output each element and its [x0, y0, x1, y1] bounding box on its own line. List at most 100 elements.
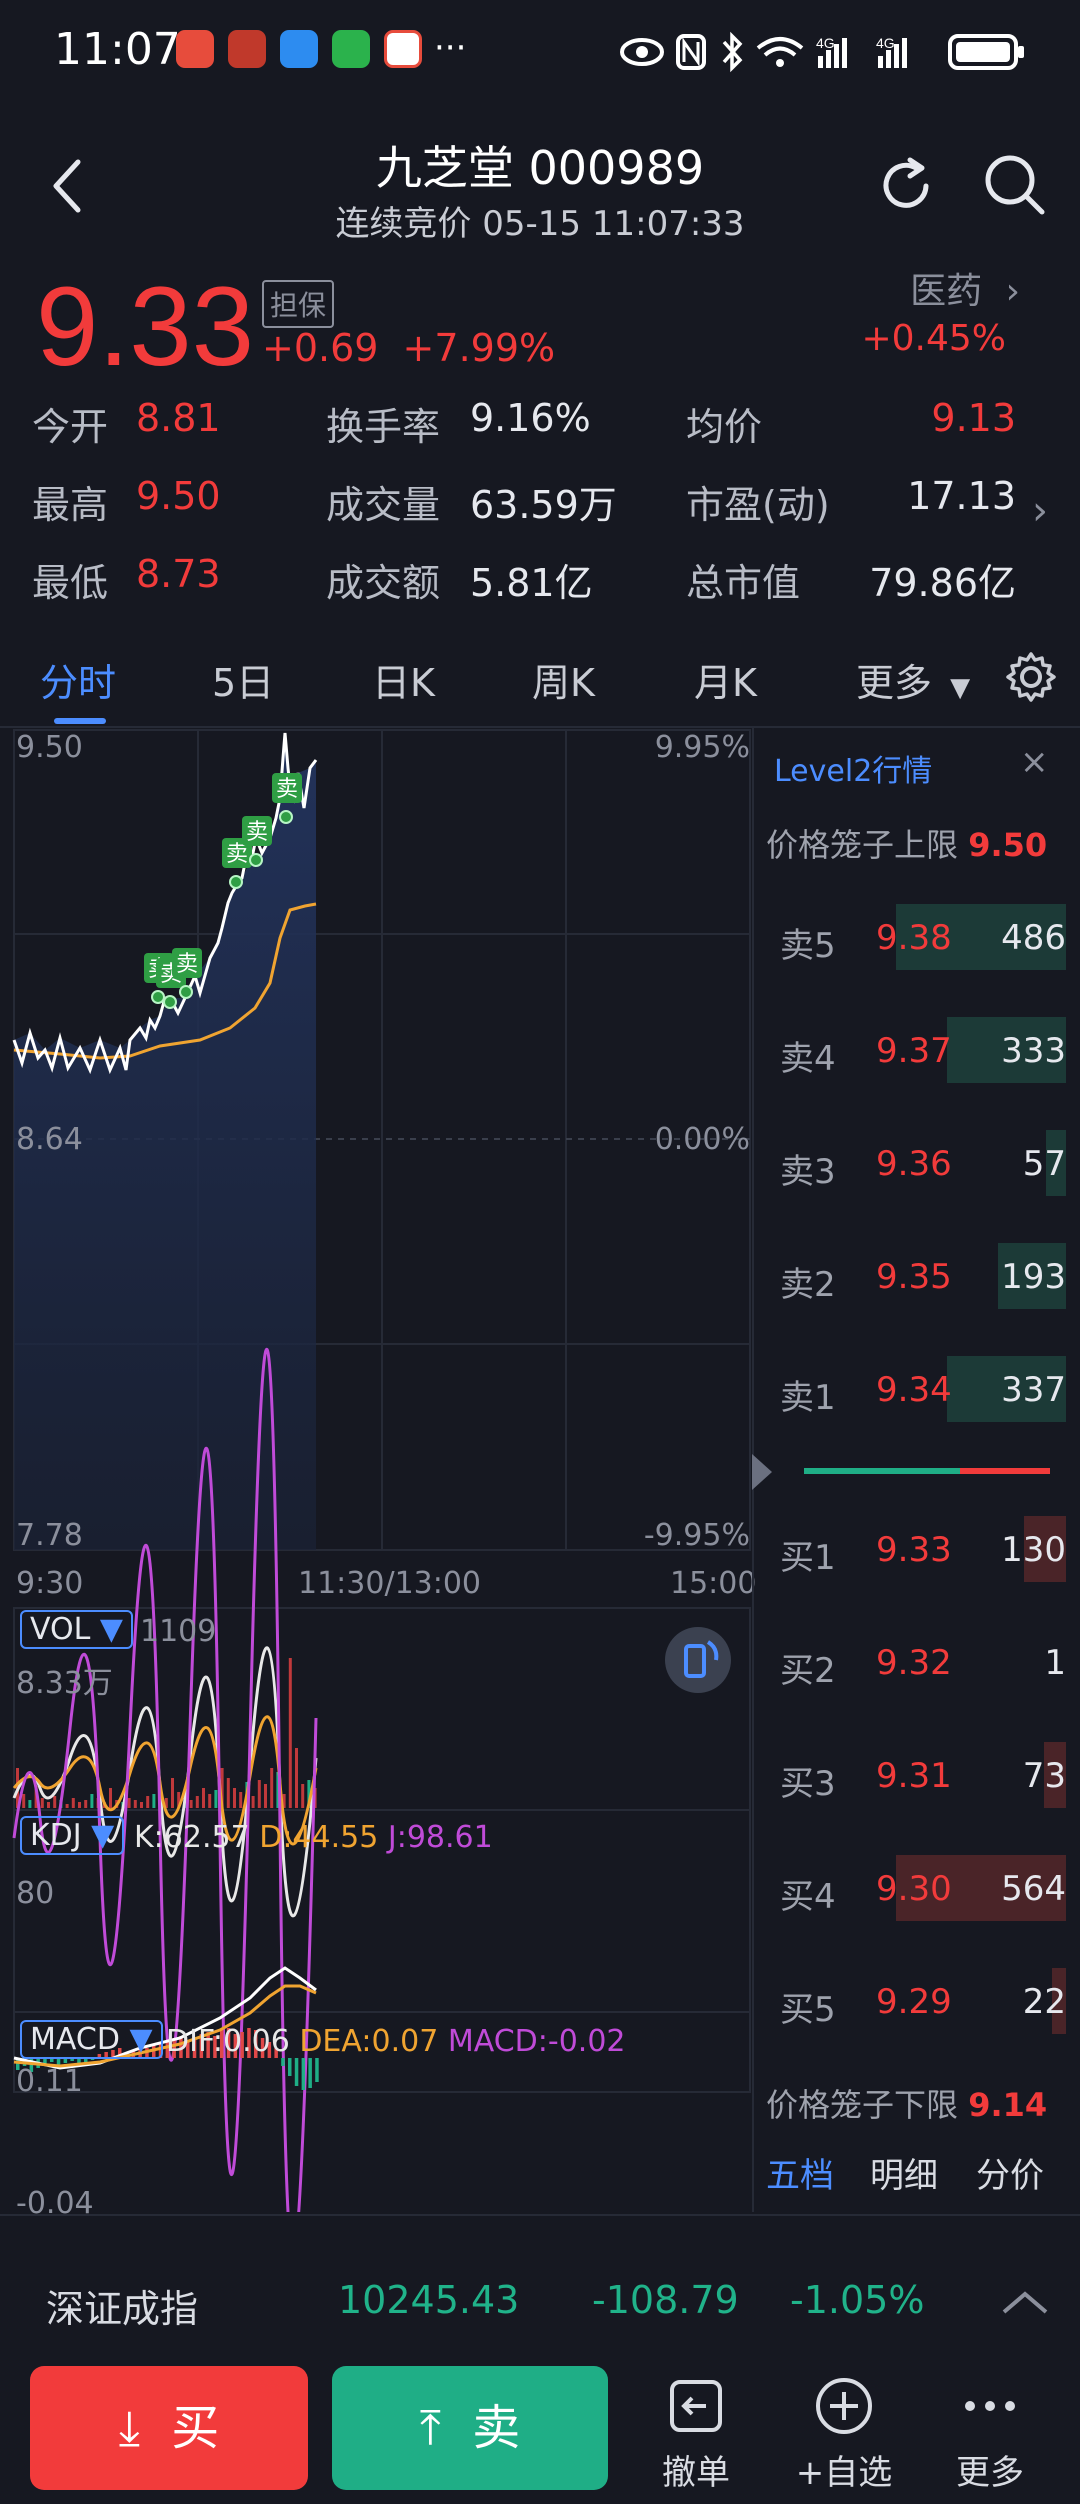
chart-app-icon	[228, 30, 266, 68]
ask-level[interactable]: 卖3 9.36 57	[766, 1130, 1066, 1196]
volume-bar	[202, 1788, 205, 1808]
wifi-icon	[756, 37, 804, 67]
macd-bar	[186, 2040, 190, 2058]
buy-label: 买	[171, 2400, 220, 2456]
tab-intraday[interactable]: 分时	[40, 661, 117, 705]
bid-level[interactable]: 买4 9.30 564	[766, 1855, 1066, 1921]
settings-gear-icon[interactable]	[1004, 650, 1058, 704]
refresh-icon[interactable]	[876, 156, 936, 216]
bid-price: 9.29	[876, 1982, 952, 2022]
bid-volume-bar	[1052, 1968, 1066, 2034]
level2-title: Level2行情	[774, 754, 933, 789]
sp-app-icon	[384, 30, 422, 68]
svg-text:4G: 4G	[876, 35, 895, 51]
sell-marker-label: 卖	[176, 952, 198, 977]
trade-point	[163, 995, 177, 1009]
chevron-up-icon[interactable]	[1000, 2288, 1050, 2318]
pct-axis-mid: 0.00%	[654, 1122, 750, 1157]
rotate-screen-icon[interactable]	[664, 1626, 732, 1694]
ask-name: 卖2	[780, 1265, 836, 1305]
tab-details[interactable]: 明细	[870, 2156, 938, 2196]
time-axis-mid: 11:30/13:00	[298, 1566, 482, 1601]
ask-price: 9.34	[876, 1370, 952, 1410]
trade-markers[interactable]: 卖卖卖卖卖卖	[144, 773, 302, 1009]
volume-bar	[208, 1794, 212, 1808]
macd-bar	[301, 2058, 306, 2090]
more-dots-icon: ···	[434, 28, 467, 68]
sell-arrow-icon: ⤒	[419, 2400, 441, 2456]
ask-vol: 193	[1001, 1257, 1066, 1297]
bid-price: 9.31	[876, 1756, 952, 1796]
bid-level[interactable]: 买3 9.31 73	[766, 1742, 1066, 1808]
tab-monthly-k[interactable]: 月K	[694, 661, 757, 705]
stat-label: 总市值	[686, 561, 801, 605]
macd-bar	[158, 2042, 163, 2058]
index-change: -108.79	[592, 2278, 739, 2322]
macd-bar	[56, 2058, 61, 2066]
ask-level[interactable]: 卖1 9.34 337	[766, 1356, 1066, 1422]
macd-bar	[165, 2040, 170, 2058]
tab-weekly-k[interactable]: 周K	[532, 661, 595, 705]
margin-tag: 担保	[262, 280, 335, 328]
close-icon[interactable]: ×	[1020, 742, 1049, 782]
bid-level[interactable]: 买2 9.32 1	[766, 1629, 1066, 1695]
index-pct: -1.05%	[790, 2278, 925, 2322]
tab-price-distribution[interactable]: 分价	[976, 2156, 1044, 2196]
ask-level[interactable]: 卖4 9.37 333	[766, 1017, 1066, 1083]
macd-indicator-select[interactable]: MACD ▼	[20, 2020, 163, 2059]
bid-volume-bar	[1043, 1742, 1066, 1808]
play-triangle-icon[interactable]	[748, 1450, 808, 1494]
sell-button[interactable]: ⤒ 卖	[332, 2366, 608, 2490]
ask-level[interactable]: 卖2 9.35 193	[766, 1243, 1066, 1309]
ask-level[interactable]: 卖5 9.38 486	[766, 904, 1066, 970]
divider	[0, 726, 1080, 728]
cancel-order-button[interactable]: 撤单	[636, 2376, 756, 2494]
stat-value: 9.50	[136, 474, 221, 518]
chevron-right-icon[interactable]: ›	[1032, 488, 1048, 534]
back-icon[interactable]	[48, 156, 88, 216]
bid-vol: 564	[1001, 1869, 1066, 1909]
vol-max: 8.33万	[16, 1666, 113, 1701]
macd-bar	[16, 2058, 20, 2070]
time-axis-end: 15:00	[670, 1566, 757, 1601]
add-watchlist-button[interactable]: +自选	[784, 2376, 904, 2494]
buy-button[interactable]: ⤓ 买	[30, 2366, 308, 2490]
tab-daily-k[interactable]: 日K	[372, 661, 435, 705]
ask-name: 卖4	[780, 1039, 836, 1079]
bid-volume-bar	[896, 1855, 1066, 1921]
macd-bar	[111, 2050, 115, 2058]
bid-level[interactable]: 买1 9.33 130	[766, 1516, 1066, 1582]
macd-bar	[254, 2030, 258, 2058]
more-button[interactable]: 更多	[930, 2376, 1050, 2494]
bid-price: 9.32	[876, 1643, 952, 1683]
macd-axis-top: 0.11	[16, 2064, 83, 2099]
stat-value: 9.16%	[470, 396, 591, 440]
index-ticker[interactable]: 深证成指 10245.43 -108.79 -1.05%	[0, 2260, 1080, 2340]
macd-dif-value: DIF:0.06	[166, 2024, 290, 2059]
volume-bar	[257, 1780, 261, 1808]
macd-values: DIF:0.06 DEA:0.07 MACD:-0.02	[166, 2024, 626, 2059]
macd-bar	[220, 2030, 224, 2058]
kdj-indicator-select[interactable]: KDJ ▼	[20, 1816, 125, 1855]
ask-volume-bar	[1045, 1130, 1066, 1196]
macd-bar	[281, 2058, 285, 2066]
tab-more[interactable]: 更多 ▼	[856, 652, 970, 707]
search-icon[interactable]	[982, 152, 1048, 218]
tab-five-levels[interactable]: 五档	[766, 2156, 834, 2196]
divider	[0, 2214, 1080, 2216]
volume-bar	[251, 1796, 255, 1808]
more-dots-icon	[965, 2401, 1015, 2411]
pct-axis-top: 9.95%	[654, 730, 750, 765]
ask-vol: 333	[1001, 1031, 1066, 1071]
macd-label: MACD	[30, 2022, 120, 2057]
volume-bar	[22, 1794, 26, 1808]
bluetooth-icon	[722, 31, 743, 73]
intraday-chart[interactable]: 卖卖卖卖卖卖	[0, 728, 752, 2212]
ask-vol: 337	[1001, 1370, 1066, 1410]
vol-indicator-select[interactable]: VOL ▼	[20, 1610, 133, 1649]
macd-bar	[104, 2052, 108, 2058]
sector-link[interactable]: 医药 ›	[910, 262, 1020, 314]
bid-level[interactable]: 买5 9.29 22	[766, 1968, 1066, 2034]
tab-5day[interactable]: 5日	[212, 661, 275, 705]
